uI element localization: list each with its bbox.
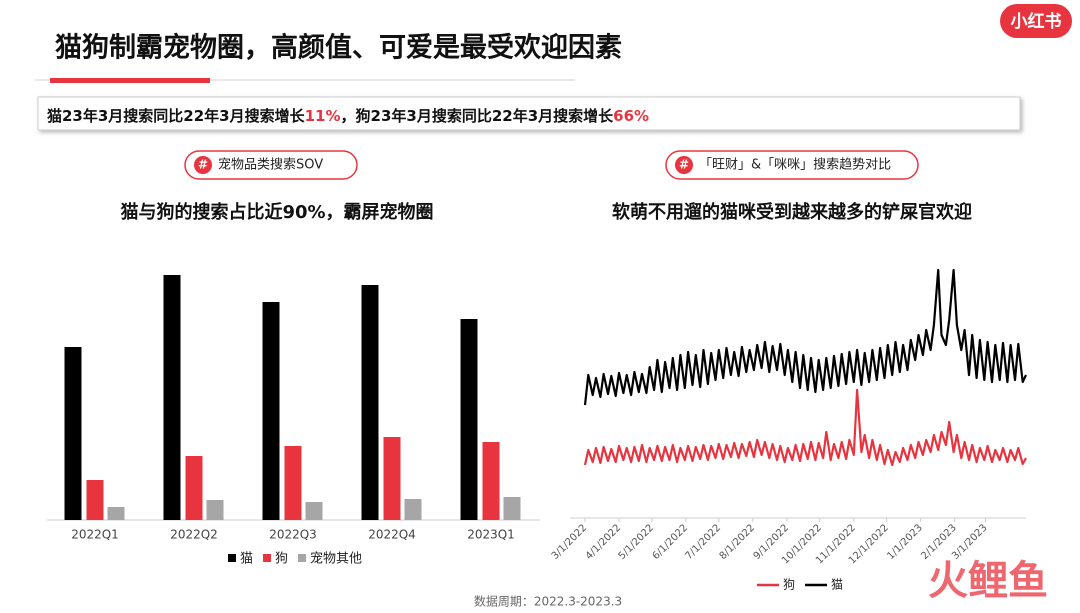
bar [284, 446, 302, 520]
bar [64, 347, 82, 520]
x-tick-label: 2023Q1 [467, 528, 515, 542]
bar [262, 302, 280, 520]
brand: 小红书 [1011, 11, 1062, 32]
x-tick-label: 2022Q2 [170, 528, 218, 542]
summary: 猫23年3月搜索同比22年3月搜索增长11%，狗23年3月搜索同比22年3月搜索… [47, 107, 649, 125]
bar [86, 480, 104, 520]
badge-icon-mark: # [198, 158, 208, 172]
summary-box [37, 96, 1021, 131]
x-tick-label: 2022Q1 [71, 528, 119, 542]
badge [184, 150, 358, 180]
legend-swatch [298, 554, 307, 562]
legend-label: 猫 [831, 578, 843, 592]
x-tick-label: 8/1/2022 [718, 522, 758, 562]
bar [482, 442, 500, 520]
bar [503, 497, 521, 520]
bar [383, 437, 401, 520]
bar [107, 507, 125, 520]
bar [404, 499, 422, 520]
watermark: 火鲤鱼 [928, 558, 1048, 604]
series-line [583, 268, 1027, 406]
badge [665, 150, 919, 180]
bar [361, 285, 379, 520]
bar [185, 456, 203, 520]
bar [163, 275, 181, 520]
x-tick-label: 5/1/2022 [617, 522, 657, 562]
summary-text: ，狗23年3月搜索同比22年3月搜索增长 [341, 107, 615, 125]
bar [460, 319, 478, 520]
legend-label: 猫 [240, 552, 253, 567]
chart-title: 猫与狗的搜索占比近90%，霸屏宠物圈 [120, 201, 433, 223]
badge-icon [194, 156, 212, 174]
badge-icon-mark: # [679, 158, 689, 172]
brand-pill [1000, 4, 1072, 38]
title-accent [50, 78, 210, 83]
legend-swatch [228, 554, 236, 562]
bar [305, 502, 323, 520]
x-tick-label: 2022Q3 [269, 528, 317, 542]
slide-title: 猫狗制霸宠物圈，高颜值、可爱是最受欢迎因素 [55, 32, 622, 64]
series-line [583, 388, 1027, 467]
chart-title: 软萌不用遛的猫咪受到越来越多的铲屎官欢迎 [612, 201, 972, 223]
legend-swatch [263, 554, 272, 562]
footer: 数据周期：2022.3-2023.3 [474, 594, 622, 609]
legend-label: 狗 [783, 578, 795, 592]
badge-icon [675, 156, 693, 174]
summary-highlight: 66% [613, 107, 649, 125]
legend-label: 狗 [275, 552, 288, 567]
x-tick-label: 2022Q4 [368, 528, 416, 542]
x-tick-label: 1/1/2023 [885, 522, 925, 562]
bar [206, 500, 224, 520]
badge-text: 「旺财」&「咪咪」搜索趋势对比 [699, 157, 891, 173]
legend-label: 宠物其他 [310, 551, 362, 567]
summary-text: 猫23年3月搜索同比22年3月搜索增长 [47, 107, 306, 125]
summary-highlight: 11% [305, 107, 341, 125]
badge-text: 宠物品类搜索SOV [218, 157, 323, 173]
x-tick-label: 3/1/2022 [550, 522, 590, 562]
x-tick-label: 7/1/2022 [684, 522, 724, 562]
